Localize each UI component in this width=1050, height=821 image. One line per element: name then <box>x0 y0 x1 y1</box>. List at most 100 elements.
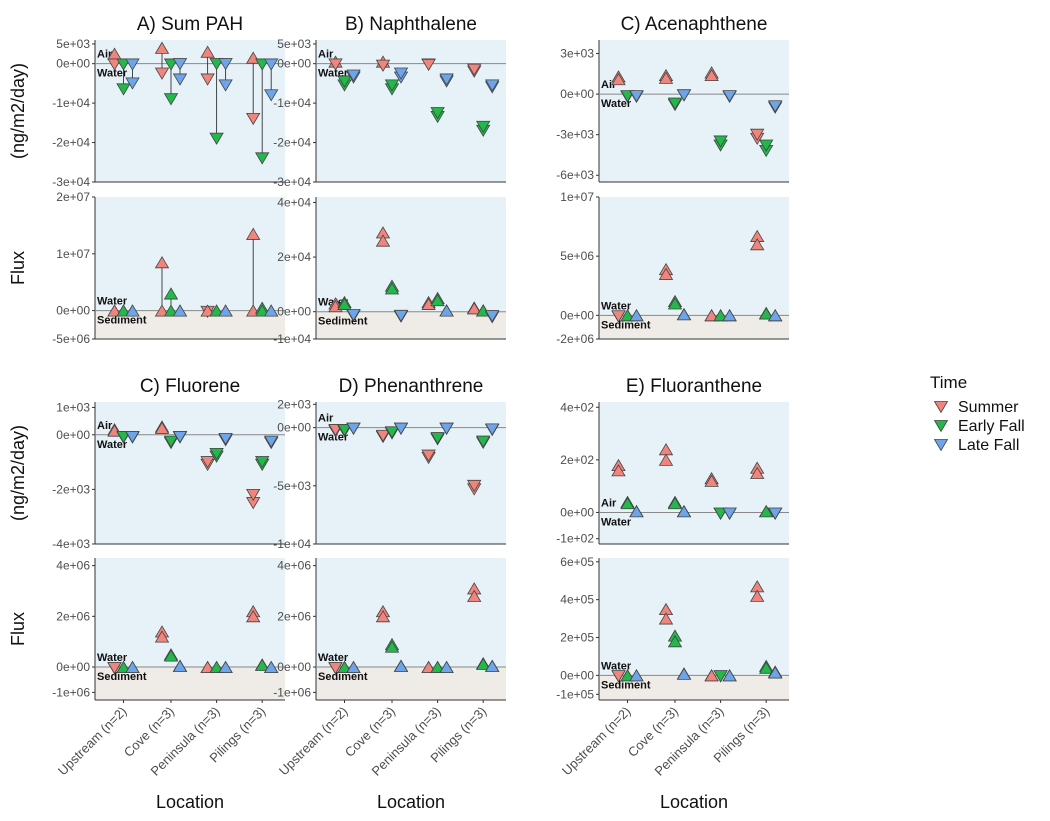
point-late-fall <box>125 304 140 317</box>
point-late-fall <box>263 660 279 673</box>
point-late-fall <box>767 100 783 113</box>
y-tick-label: -3e+04 <box>52 175 90 189</box>
point-early-fall <box>337 424 352 437</box>
y-tick-label: -3e+04 <box>273 175 311 189</box>
y-tick-label: 4e+06 <box>56 559 90 573</box>
point-early-fall <box>430 107 445 120</box>
legend-key <box>933 420 949 433</box>
zone-label-top: Air <box>97 420 113 432</box>
point-summer <box>245 488 261 502</box>
point-late-fall <box>484 659 500 672</box>
point-early-fall <box>209 132 224 145</box>
sediment-background <box>599 315 789 339</box>
point-late-fall <box>629 309 644 322</box>
point-summer <box>611 72 626 86</box>
point-summer <box>704 68 719 82</box>
zone-label-top: Water <box>601 300 632 312</box>
point-summer <box>466 302 482 315</box>
y-axis-label-flux: Flux <box>8 251 28 285</box>
y-tick-label: -6e+03 <box>556 168 594 182</box>
panel-1-lower-subplot: 2e+07 1e+07 0e+00 -5e+06 Water Sediment <box>52 190 285 346</box>
y-tick-label: -2e+04 <box>52 136 90 150</box>
point-summer <box>658 71 674 84</box>
y-axis-label-units: (ng/m2/day) <box>8 63 28 159</box>
point-late-fall <box>172 431 188 444</box>
point-early-fall <box>713 135 728 148</box>
point-late-fall <box>263 58 279 71</box>
point-early-fall <box>116 431 131 444</box>
point-summer <box>704 309 719 322</box>
y-tick-label: 0e+00 <box>277 57 311 71</box>
legend-key <box>933 439 949 452</box>
y-tick-label: 6e+05 <box>560 555 594 569</box>
legend-label: Late Fall <box>958 437 1019 454</box>
y-tick-label: -1e+04 <box>273 537 311 551</box>
x-tick-label: Upstream (n=2) <box>55 704 130 779</box>
point-late-fall <box>172 58 188 71</box>
point-summer <box>154 421 170 434</box>
point-late-fall <box>439 660 454 673</box>
point-early-fall <box>209 304 224 317</box>
panel-title: B) Naphthalene <box>345 14 477 35</box>
zone-label-top: Water <box>318 652 349 664</box>
y-tick-label: 0e+00 <box>277 660 311 674</box>
y-tick-label: 0e+00 <box>56 428 90 442</box>
point-late-fall <box>393 659 409 672</box>
point-late-fall <box>629 669 644 682</box>
y-tick-label: -3e+03 <box>556 128 594 142</box>
point-summer <box>328 58 343 71</box>
point-early-fall <box>209 58 224 71</box>
point-late-fall <box>439 73 454 86</box>
y-tick-label: -5e+03 <box>273 479 311 493</box>
y-tick-label: 0e+00 <box>560 668 594 682</box>
point-early-fall <box>758 307 774 320</box>
point-late-fall <box>722 669 737 682</box>
water-background <box>316 558 506 668</box>
point-early-fall <box>254 58 270 71</box>
panel-title: A) Sum PAH <box>137 14 243 35</box>
point-summer <box>658 267 674 280</box>
point-late-fall <box>767 666 783 679</box>
zone-label-bottom: Sediment <box>601 319 651 331</box>
point-late-fall <box>393 309 409 323</box>
legend-key <box>933 401 949 414</box>
point-late-fall <box>767 309 783 322</box>
x-axis-title: Location <box>377 792 445 812</box>
panel-title: E) Fluoranthene <box>626 376 762 397</box>
y-tick-label: 2e+04 <box>277 250 311 264</box>
point-late-fall <box>218 304 233 317</box>
point-summer <box>375 234 391 247</box>
y-tick-label: 2e+03 <box>277 397 311 411</box>
water-background <box>599 558 789 676</box>
y-tick-label: 1e+03 <box>56 400 90 414</box>
zone-label-bottom: Water <box>318 432 349 444</box>
point-early-fall <box>758 139 774 152</box>
zone-label-bottom: Water <box>601 98 632 110</box>
point-early-fall <box>116 58 131 71</box>
point-summer <box>154 304 170 317</box>
point-early-fall <box>254 304 270 317</box>
point-late-fall <box>218 660 233 673</box>
point-late-fall <box>439 422 454 435</box>
point-summer <box>107 58 122 71</box>
point-early-fall <box>337 75 352 88</box>
y-tick-label: 1e+07 <box>56 247 90 261</box>
x-axis-title: Location <box>660 792 728 812</box>
point-early-fall <box>713 507 728 520</box>
point-early-fall <box>384 426 400 439</box>
y-tick-label: -2e+06 <box>556 332 594 346</box>
panel-4-lower-subplot: 4e+06 2e+06 0e+00 -1e+06 Water Sediment <box>52 558 285 701</box>
panel-title: C) Acenaphthene <box>621 14 768 35</box>
air-water-background <box>95 402 285 544</box>
point-summer <box>375 610 391 623</box>
y-tick-label: 1e+07 <box>560 190 594 204</box>
y-tick-label: -4e+03 <box>52 537 90 551</box>
y-tick-label: 2e+05 <box>560 631 594 645</box>
point-summer <box>749 589 765 602</box>
point-early-fall <box>163 435 179 448</box>
point-late-fall <box>172 659 188 672</box>
panel-5-lower-subplot: 4e+06 2e+06 0e+00 -1e+06 Water Sediment <box>273 558 506 701</box>
y-tick-label: -1e+04 <box>273 96 311 110</box>
point-summer <box>466 63 482 76</box>
